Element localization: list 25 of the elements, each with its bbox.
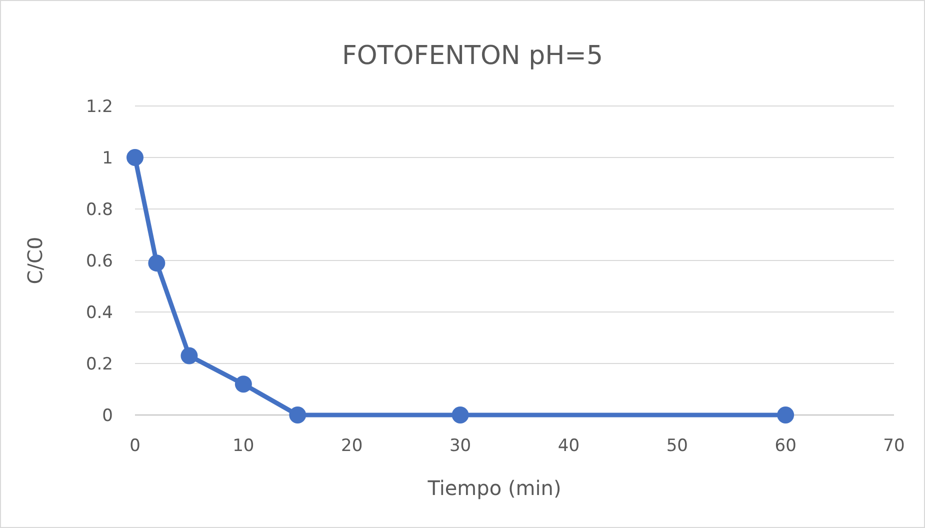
- x-tick-label: 10: [232, 436, 254, 456]
- y-tick-label: 0: [102, 406, 113, 426]
- y-tick-label: 1: [102, 148, 113, 168]
- x-tick-label: 0: [130, 436, 140, 456]
- y-tick-label: 1.2: [86, 97, 113, 117]
- point: [452, 406, 469, 424]
- point: [289, 406, 306, 424]
- chart-title: FOTOFENTON pH=5: [342, 41, 604, 71]
- y-tick-label: 0.8: [86, 200, 113, 220]
- y-tick-label: 0.2: [86, 354, 113, 374]
- y-tick-label: 0.4: [86, 303, 113, 323]
- point: [180, 347, 198, 364]
- y-tick-label: 0.6: [86, 252, 113, 272]
- x-tick-label: 20: [341, 436, 363, 456]
- point: [777, 406, 794, 424]
- point: [148, 254, 166, 272]
- x-tick-label: 60: [774, 436, 796, 456]
- x-axis-title: Tiempo (min): [426, 476, 562, 500]
- x-tick-label: 70: [883, 436, 905, 456]
- x-tick-label: 30: [449, 436, 472, 456]
- x-tick-label: 50: [666, 436, 688, 456]
- point: [234, 376, 252, 393]
- y-axis-title: C/C0: [23, 236, 47, 284]
- point: [126, 149, 144, 166]
- x-tick-label: 40: [558, 436, 580, 456]
